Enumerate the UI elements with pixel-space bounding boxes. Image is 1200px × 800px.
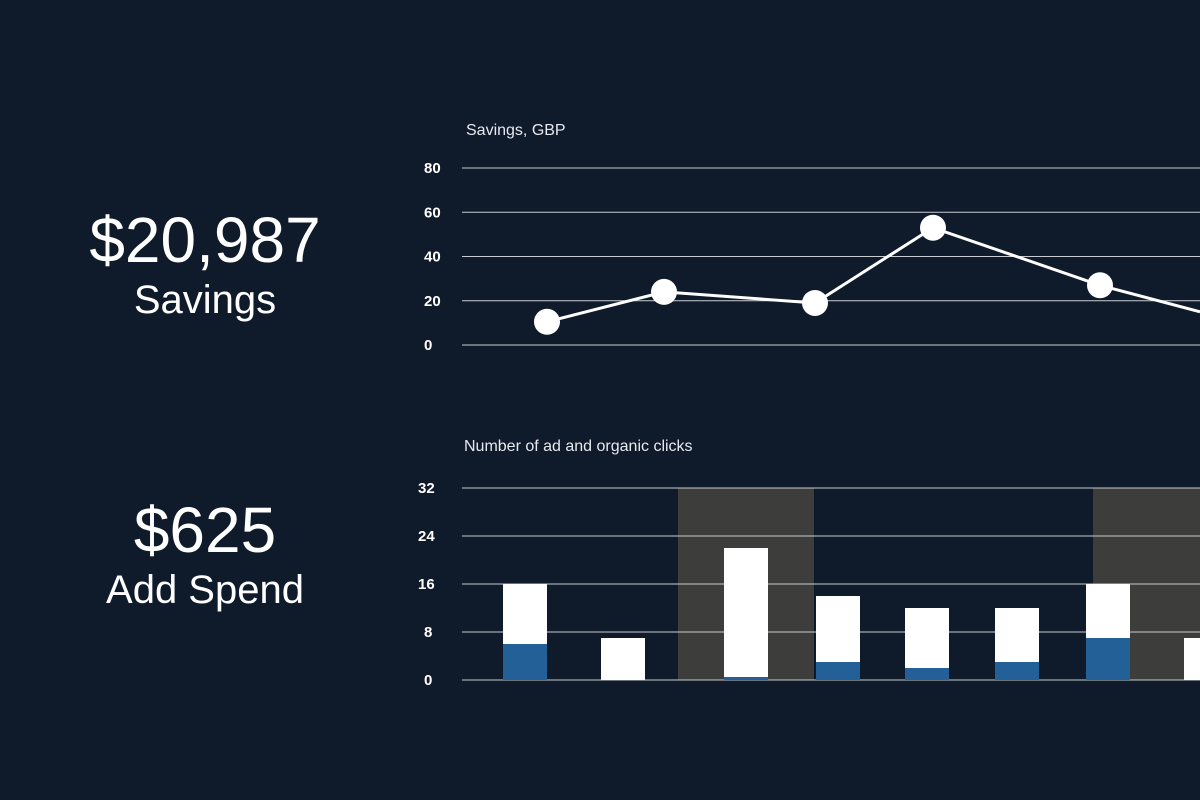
bar-ad: [724, 677, 768, 680]
bar-ad: [1086, 638, 1130, 680]
kpi-savings: $20,987 Savings: [40, 204, 370, 324]
y-tick-label: 16: [418, 576, 435, 593]
bar-ad: [816, 662, 860, 680]
data-point: [1087, 272, 1113, 299]
series-line: [546, 226, 1200, 324]
kpi-value: $625: [133, 494, 277, 566]
bar-chart-title: Number of ad and organic clicks: [464, 438, 693, 455]
y-tick-label: 80: [424, 160, 441, 177]
bar-organic: [995, 608, 1039, 662]
data-point: [802, 289, 828, 316]
bar-organic: [905, 608, 949, 668]
bar-ad: [995, 662, 1039, 680]
bar-organic: [816, 596, 860, 662]
y-tick-label: 8: [424, 624, 432, 641]
data-point: [651, 278, 677, 305]
bar-organic: [1184, 638, 1200, 680]
y-tick-label: 0: [424, 672, 432, 689]
bar-organic: [1086, 584, 1130, 638]
bar-organic: [601, 638, 645, 680]
line-chart-title: Savings, GBP: [466, 122, 566, 139]
data-point: [534, 308, 560, 335]
kpi-label: Savings: [133, 278, 277, 322]
data-point: [920, 214, 946, 241]
y-tick-label: 32: [418, 480, 435, 497]
bar-ad: [905, 668, 949, 680]
kpi-value: $20,987: [89, 204, 321, 276]
bar-ad: [503, 644, 547, 680]
y-tick-label: 20: [424, 293, 441, 310]
y-tick-label: 24: [418, 528, 435, 545]
kpi-label: Add Spend: [106, 568, 304, 612]
y-tick-label: 0: [424, 337, 432, 354]
y-tick-label: 40: [424, 249, 441, 266]
bar-organic: [503, 584, 547, 644]
kpi-ad-spend: $625 Add Spend: [40, 494, 370, 614]
bar-organic: [724, 548, 768, 677]
y-tick-label: 60: [424, 204, 441, 221]
